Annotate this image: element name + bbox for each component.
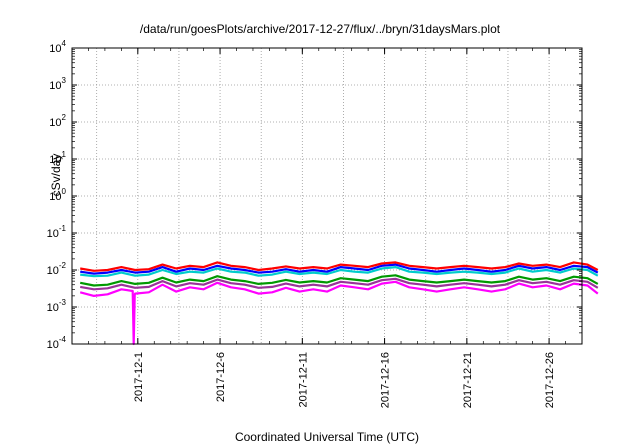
x-tick-label: 2017-12-1 <box>133 352 145 402</box>
y-tick-label: 103 <box>49 76 66 92</box>
x-tick-label: 2017-12-26 <box>544 352 556 408</box>
y-tick-label: 102 <box>49 113 66 129</box>
chart-title: /data/run/goesPlots/archive/2017-12-27/f… <box>139 22 501 36</box>
series-line-1 <box>80 261 599 272</box>
y-tick-label: 101 <box>49 150 66 166</box>
series-group <box>79 261 599 346</box>
y-tick-label: 10-1 <box>47 224 67 240</box>
y-tick-label: 104 <box>49 39 66 55</box>
series-line-3 <box>80 266 599 278</box>
x-tick-label: 2017-12-11 <box>297 352 309 407</box>
x-tick-label: 2017-12-16 <box>380 352 392 408</box>
x-tick-label: 2017-12-6 <box>215 352 227 402</box>
series-line-2 <box>80 263 599 275</box>
y-tick-label: 10-4 <box>47 335 67 351</box>
y-tick-label: 10-3 <box>47 298 67 314</box>
series-line-5 <box>80 277 599 291</box>
x-axis: 2017-12-1 2017-12-6 2017-12-11 2017-12-16 20… <box>71 48 583 408</box>
x-axis-label: Coordinated Universal Time (UTC) <box>234 430 420 444</box>
x-tick-label: 2017-12-21 <box>462 352 474 408</box>
y-axis: 10-4 10-3 10-2 10-1 100 101 102 103 104 <box>47 39 582 351</box>
y-tick-label: 100 <box>49 187 66 203</box>
series-line-4 <box>79 274 599 287</box>
series-line-6 <box>79 280 599 346</box>
y-tick-label: 10-2 <box>47 261 67 277</box>
grid <box>72 48 582 344</box>
